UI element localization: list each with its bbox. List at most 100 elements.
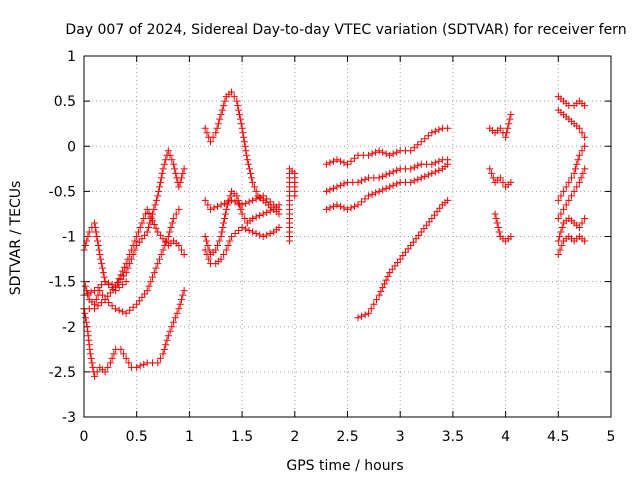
data-point bbox=[156, 178, 164, 186]
data-point bbox=[175, 242, 183, 250]
data-point bbox=[237, 120, 245, 128]
data-point bbox=[98, 299, 106, 307]
data-point bbox=[166, 228, 174, 236]
data-point bbox=[578, 129, 586, 137]
data-point bbox=[150, 269, 158, 277]
data-point bbox=[249, 214, 257, 222]
data-point bbox=[372, 296, 380, 304]
data-point bbox=[263, 231, 271, 239]
data-point bbox=[573, 183, 581, 191]
data-point bbox=[263, 195, 271, 203]
data-point bbox=[502, 133, 510, 141]
data-point bbox=[119, 267, 127, 275]
data-point bbox=[435, 126, 443, 134]
data-point bbox=[158, 169, 166, 177]
data-point bbox=[115, 306, 123, 314]
data-point bbox=[435, 166, 443, 174]
data-point bbox=[136, 223, 144, 231]
data-point bbox=[203, 251, 211, 259]
data-point bbox=[575, 223, 583, 231]
data-point bbox=[329, 157, 337, 165]
data-point bbox=[104, 363, 112, 371]
data-point bbox=[414, 175, 422, 183]
data-point bbox=[417, 138, 425, 146]
data-point bbox=[216, 115, 224, 123]
data-point bbox=[389, 181, 397, 189]
data-point bbox=[222, 205, 230, 213]
y-tick-label: -1 bbox=[62, 230, 76, 246]
data-point bbox=[87, 288, 95, 296]
data-point bbox=[81, 309, 89, 317]
data-point bbox=[557, 228, 565, 236]
data-point bbox=[81, 242, 89, 250]
data-point bbox=[143, 228, 151, 236]
data-point bbox=[414, 162, 422, 170]
data-point bbox=[266, 198, 274, 206]
data-point bbox=[379, 284, 387, 292]
series-track-k bbox=[322, 156, 452, 195]
data-point bbox=[209, 133, 217, 141]
data-point bbox=[358, 177, 366, 185]
data-point bbox=[496, 124, 504, 132]
data-point bbox=[329, 202, 337, 210]
data-point bbox=[393, 148, 401, 156]
data-point bbox=[205, 255, 213, 263]
series-track-l bbox=[322, 160, 452, 213]
data-point bbox=[351, 154, 359, 162]
data-point bbox=[486, 165, 494, 173]
data-point bbox=[170, 318, 178, 326]
data-point bbox=[428, 129, 436, 137]
data-point bbox=[168, 323, 176, 331]
data-point bbox=[86, 345, 94, 353]
data-point bbox=[166, 327, 174, 335]
data-point bbox=[380, 280, 388, 288]
data-point bbox=[92, 228, 100, 236]
data-point bbox=[431, 159, 439, 167]
data-point bbox=[224, 201, 232, 209]
data-point bbox=[177, 246, 185, 254]
data-point bbox=[252, 195, 260, 203]
data-point bbox=[494, 223, 502, 231]
series-cluster-3.9-c bbox=[491, 210, 515, 245]
data-point bbox=[275, 201, 283, 209]
data-point bbox=[220, 219, 228, 227]
data-point bbox=[340, 204, 348, 212]
x-tick-label: 0.5 bbox=[126, 429, 148, 445]
data-point bbox=[175, 183, 183, 191]
data-point bbox=[134, 228, 142, 236]
data-point bbox=[212, 246, 220, 254]
data-point bbox=[204, 242, 212, 250]
series-track-m bbox=[354, 196, 452, 322]
data-point bbox=[368, 150, 376, 158]
data-markers bbox=[80, 88, 589, 380]
x-tick-label: 2.5 bbox=[336, 429, 358, 445]
data-point bbox=[243, 156, 251, 164]
data-point bbox=[149, 273, 157, 281]
data-point bbox=[162, 156, 170, 164]
data-point bbox=[156, 183, 164, 191]
data-point bbox=[237, 205, 245, 213]
x-tick-label: 3.5 bbox=[442, 429, 464, 445]
data-point bbox=[493, 219, 501, 227]
data-point bbox=[226, 192, 234, 200]
data-point bbox=[131, 246, 139, 254]
data-point bbox=[170, 214, 178, 222]
data-point bbox=[162, 341, 170, 349]
data-point bbox=[567, 174, 575, 182]
data-point bbox=[558, 223, 566, 231]
data-point bbox=[235, 111, 243, 119]
data-point bbox=[421, 172, 429, 180]
data-point bbox=[234, 102, 242, 110]
data-point bbox=[98, 260, 106, 268]
data-point bbox=[365, 309, 373, 317]
data-point bbox=[203, 129, 211, 137]
data-point bbox=[488, 169, 496, 177]
data-point bbox=[358, 198, 366, 206]
data-point bbox=[573, 160, 581, 168]
data-point bbox=[94, 302, 102, 310]
data-point bbox=[159, 165, 167, 173]
data-point bbox=[507, 111, 515, 119]
data-point bbox=[410, 163, 418, 171]
data-point bbox=[220, 102, 228, 110]
data-point bbox=[386, 183, 394, 191]
